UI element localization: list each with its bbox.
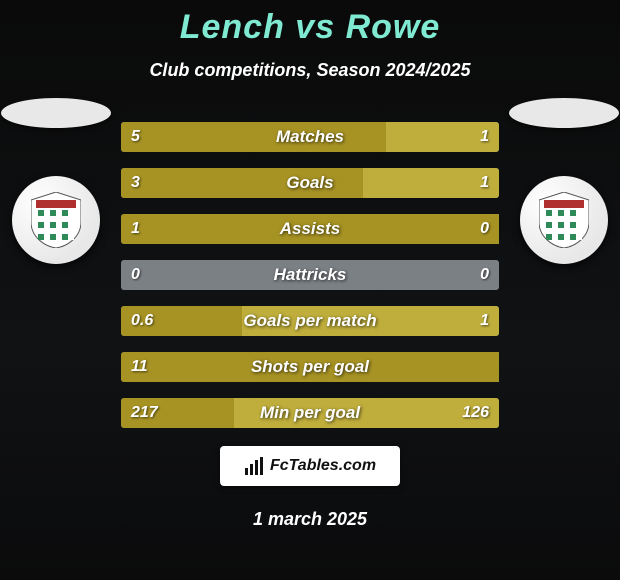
player-right-panel [500, 98, 620, 264]
player-left-club-badge [12, 176, 100, 264]
shield-icon [31, 192, 81, 248]
stat-bar-right [363, 168, 499, 198]
stat-row: 0.61Goals per match [121, 306, 499, 336]
shield-icon [539, 192, 589, 248]
stat-row: 00Hattricks [121, 260, 499, 290]
stat-bar-base [121, 260, 499, 290]
page-subtitle: Club competitions, Season 2024/2025 [0, 60, 620, 81]
stat-value-left: 3 [131, 168, 140, 198]
stat-value-left: 217 [131, 398, 158, 428]
stat-bar-right [234, 398, 499, 428]
stat-value-right: 0 [480, 214, 489, 244]
stat-value-right: 126 [462, 398, 489, 428]
stat-row: 217126Min per goal [121, 398, 499, 428]
stat-value-left: 1 [131, 214, 140, 244]
page-title: Lench vs Rowe [0, 8, 620, 47]
stat-value-left: 0 [131, 260, 140, 290]
stat-value-left: 5 [131, 122, 140, 152]
stat-bar-left [121, 122, 386, 152]
chart-icon [244, 456, 264, 476]
stat-row: 51Matches [121, 122, 499, 152]
stat-row: 31Goals [121, 168, 499, 198]
stat-row: 11Shots per goal [121, 352, 499, 382]
player-right-club-badge [520, 176, 608, 264]
stats-rows: 51Matches31Goals10Assists00Hattricks0.61… [121, 122, 499, 444]
stat-bar-left [121, 214, 499, 244]
stat-value-right: 1 [480, 306, 489, 336]
brand-label: FcTables.com [270, 457, 376, 475]
stat-bar-right [242, 306, 499, 336]
stat-value-right: 1 [480, 122, 489, 152]
stat-value-right: 1 [480, 168, 489, 198]
date-label: 1 march 2025 [0, 509, 620, 530]
brand-badge[interactable]: FcTables.com [220, 446, 400, 486]
stat-bar-left [121, 168, 363, 198]
player-left-ellipse [1, 98, 111, 128]
stat-value-left: 0.6 [131, 306, 153, 336]
stat-value-right: 0 [480, 260, 489, 290]
player-right-ellipse [509, 98, 619, 128]
stat-row: 10Assists [121, 214, 499, 244]
player-left-panel [0, 98, 120, 264]
stat-bar-left [121, 352, 499, 382]
stat-value-left: 11 [131, 352, 148, 382]
